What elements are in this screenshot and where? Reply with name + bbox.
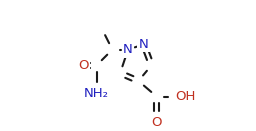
Text: N: N [139,38,148,51]
Text: OH: OH [175,90,195,103]
Text: N: N [123,43,133,56]
Text: O: O [152,116,162,129]
Text: NH₂: NH₂ [84,88,109,100]
Text: O: O [78,59,89,72]
